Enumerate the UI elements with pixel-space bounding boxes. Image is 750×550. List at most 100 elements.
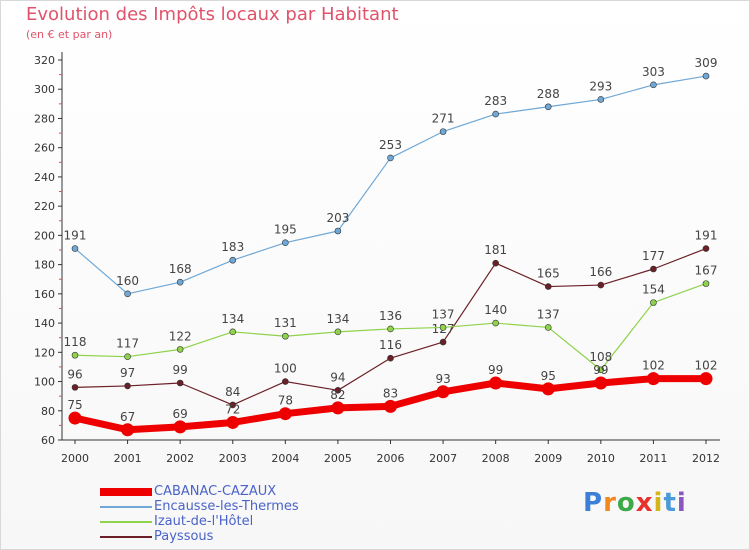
- data-point-payssous: [71, 384, 79, 391]
- data-point-izaut-de-l-h-tel: [334, 328, 342, 336]
- data-point-encausse-les-thermes: [702, 72, 710, 80]
- data-point-cabanac-cazaux: [384, 399, 397, 413]
- data-label-izaut-de-l-h-tel: 140: [484, 303, 507, 317]
- x-tick-label: 2004: [271, 452, 299, 465]
- data-point-encausse-les-thermes: [597, 96, 605, 103]
- data-point-payssous: [334, 387, 342, 394]
- data-point-encausse-les-thermes: [544, 103, 552, 111]
- legend-label: Encausse-les-Thermes: [154, 499, 299, 514]
- y-tick-label: 180: [34, 259, 55, 272]
- data-label-encausse-les-thermes: 293: [589, 79, 612, 93]
- data-point-izaut-de-l-h-tel: [71, 351, 79, 359]
- data-point-izaut-de-l-h-tel: [387, 325, 394, 333]
- x-tick-label: 2007: [429, 452, 457, 465]
- data-point-izaut-de-l-h-tel: [650, 299, 657, 306]
- data-label-izaut-de-l-h-tel: 131: [274, 316, 297, 330]
- data-point-payssous: [544, 283, 552, 290]
- data-point-payssous: [650, 265, 657, 273]
- data-point-izaut-de-l-h-tel: [176, 346, 184, 353]
- data-point-encausse-les-thermes: [71, 245, 79, 252]
- data-label-izaut-de-l-h-tel: 136: [379, 309, 402, 323]
- data-point-encausse-les-thermes: [439, 128, 447, 135]
- data-point-cabanac-cazaux: [594, 376, 608, 390]
- data-label-payssous: 96: [67, 367, 82, 381]
- data-label-encausse-les-thermes: 203: [326, 211, 349, 225]
- logo-letter: t: [663, 488, 677, 518]
- data-label-cabanac-cazaux: 102: [695, 359, 718, 373]
- legend-swatch: [100, 535, 152, 538]
- data-label-encausse-les-thermes: 160: [116, 274, 139, 288]
- data-label-cabanac-cazaux: 72: [225, 402, 240, 416]
- data-point-cabanac-cazaux: [489, 376, 503, 390]
- data-point-cabanac-cazaux: [173, 420, 187, 434]
- data-point-izaut-de-l-h-tel: [282, 332, 289, 340]
- x-tick-label: 2012: [692, 452, 720, 465]
- data-label-cabanac-cazaux: 95: [541, 369, 556, 383]
- chart-title: Evolution des Impôts locaux par Habitant: [26, 4, 399, 25]
- x-tick-label: 2000: [61, 452, 89, 465]
- x-tick-label: 2003: [219, 452, 247, 465]
- x-tick-label: 2001: [114, 452, 142, 465]
- data-label-encausse-les-thermes: 168: [169, 262, 192, 276]
- data-point-encausse-les-thermes: [650, 81, 657, 89]
- y-tick-label: 140: [34, 317, 55, 330]
- data-point-izaut-de-l-h-tel: [702, 280, 710, 287]
- data-point-payssous: [702, 245, 710, 252]
- data-point-cabanac-cazaux: [226, 415, 240, 429]
- data-label-izaut-de-l-h-tel: 137: [432, 307, 455, 321]
- y-tick-label: 300: [34, 83, 55, 96]
- data-point-cabanac-cazaux: [121, 423, 135, 437]
- y-tick-label: 280: [34, 112, 55, 125]
- data-point-cabanac-cazaux: [646, 372, 660, 386]
- data-label-encausse-les-thermes: 283: [484, 94, 507, 108]
- proxiti-logo: Proxiti: [583, 488, 687, 518]
- data-point-encausse-les-thermes: [229, 256, 237, 264]
- legend-label: Payssous: [154, 529, 214, 544]
- data-label-cabanac-cazaux: 82: [330, 388, 345, 402]
- data-label-payssous: 166: [589, 265, 612, 279]
- y-tick-label: 120: [34, 346, 55, 359]
- data-label-encausse-les-thermes: 271: [432, 112, 455, 126]
- data-point-cabanac-cazaux: [699, 372, 713, 386]
- y-tick-label: 60: [41, 434, 55, 447]
- legend-item-cabanac-cazaux: CABANAC-CAZAUX: [100, 484, 299, 499]
- y-tick-label: 200: [34, 229, 55, 242]
- data-label-izaut-de-l-h-tel: 122: [169, 329, 192, 343]
- data-label-payssous: 94: [330, 370, 345, 384]
- logo-letter: r: [603, 488, 617, 518]
- data-point-payssous: [597, 281, 605, 289]
- logo-letter: P: [583, 488, 604, 518]
- legend-swatch: [100, 487, 152, 496]
- data-point-payssous: [492, 259, 499, 267]
- chart-subtitle: (en € et par an): [26, 28, 113, 41]
- data-label-izaut-de-l-h-tel: 134: [326, 312, 349, 326]
- data-point-izaut-de-l-h-tel: [544, 324, 552, 331]
- data-label-izaut-de-l-h-tel: 118: [64, 335, 87, 349]
- data-label-cabanac-cazaux: 99: [488, 363, 503, 377]
- data-point-payssous: [282, 378, 289, 385]
- x-tick-label: 2008: [482, 452, 510, 465]
- x-tick-label: 2006: [377, 452, 405, 465]
- x-tick-label: 2009: [534, 452, 562, 465]
- data-point-payssous: [176, 379, 184, 387]
- data-point-izaut-de-l-h-tel: [229, 328, 237, 336]
- data-label-cabanac-cazaux: 67: [120, 410, 135, 424]
- data-label-cabanac-cazaux: 78: [278, 394, 293, 408]
- data-point-encausse-les-thermes: [176, 278, 184, 286]
- legend-item-encausse-les-thermes: Encausse-les-Thermes: [100, 499, 299, 514]
- y-tick-label: 80: [41, 405, 55, 418]
- data-point-izaut-de-l-h-tel: [124, 353, 131, 360]
- y-tick-label: 240: [34, 171, 55, 184]
- legend-label: CABANAC-CAZAUX: [154, 484, 277, 499]
- data-label-izaut-de-l-h-tel: 154: [642, 283, 665, 297]
- data-label-payssous: 191: [695, 229, 718, 243]
- data-label-izaut-de-l-h-tel: 167: [695, 264, 718, 278]
- logo-letter: i: [676, 488, 687, 518]
- data-point-payssous: [439, 338, 447, 346]
- x-tick-label: 2002: [166, 452, 194, 465]
- data-point-encausse-les-thermes: [124, 290, 131, 298]
- data-point-payssous: [387, 354, 394, 362]
- x-tick-label: 2005: [324, 452, 352, 465]
